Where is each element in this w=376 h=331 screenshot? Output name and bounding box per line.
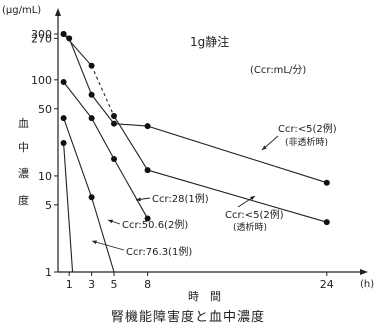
annotation-arrowhead <box>92 240 97 245</box>
series-line-segment <box>147 125 327 184</box>
annotation-nondialysis: Ccr:<5(2例) <box>278 122 337 135</box>
x-tick-label: 3 <box>88 278 95 291</box>
x-tick-label: 5 <box>111 278 118 291</box>
y-tick-label: 10 <box>38 170 52 183</box>
series-line-segment <box>91 197 115 273</box>
series-line-segment <box>91 94 115 124</box>
data-point <box>66 35 73 42</box>
chart-title: 1g静注 <box>190 34 229 49</box>
series-line-segment <box>147 169 327 223</box>
y-side-label-3: 濃 <box>18 166 29 180</box>
annotation-pointer <box>91 240 125 251</box>
annotation-arrowhead <box>108 219 113 224</box>
series-line-segment <box>63 142 74 273</box>
series-line-segment <box>113 115 149 171</box>
figure-caption: 腎機能障害度と血中濃度 <box>110 310 265 325</box>
data-point <box>111 156 117 163</box>
y-tick-label: 5 <box>45 199 52 212</box>
annotation-dialysis: Ccr:<5(2例) <box>225 208 284 221</box>
data-point <box>60 31 67 38</box>
data-point <box>88 62 95 69</box>
y-tick-label: 270 <box>31 32 52 45</box>
x-axis-label: 時 間 <box>188 290 221 303</box>
series-line-segment <box>63 81 93 119</box>
y-unit-label: (μg/mL) <box>2 5 41 16</box>
x-unit-label: (h) <box>360 279 374 290</box>
unit-note: (Ccr:mL/分) <box>250 64 306 76</box>
x-tick-label: 1 <box>66 278 73 291</box>
y-tick-label: 100 <box>31 74 52 87</box>
data-point <box>88 91 95 98</box>
y-side-label-4: 度 <box>18 193 29 207</box>
data-point <box>144 167 151 174</box>
annotation-arrowhead <box>250 196 255 201</box>
y-tick-label: 300 <box>31 28 52 41</box>
y-side-label-2: 中 <box>18 141 29 154</box>
y-side-label-1: 血 <box>18 116 29 130</box>
series-line-segment <box>68 38 93 95</box>
data-point <box>144 215 151 222</box>
series-line-segment <box>113 158 149 219</box>
annotation-ccr28: Ccr:28(1例) <box>152 192 209 205</box>
x-tick-label: 8 <box>144 278 151 291</box>
data-point <box>88 115 95 122</box>
data-point <box>323 219 330 226</box>
data-point <box>111 113 117 120</box>
data-point <box>60 140 67 147</box>
annotation-ccr76: Ccr:76.3(1例) <box>126 245 192 258</box>
series-line-segment <box>63 117 93 198</box>
y-tick-label: 50 <box>38 103 52 116</box>
data-point <box>144 123 151 130</box>
y-axis-arrow <box>55 8 61 16</box>
x-tick-label: 24 <box>320 278 334 291</box>
annotation-nondialysis-sub: (非透析時) <box>285 136 328 148</box>
data-point <box>111 120 117 127</box>
data-point <box>60 115 67 122</box>
data-point <box>60 78 67 85</box>
annotation-dialysis-sub: (透析時) <box>233 221 267 233</box>
series-line-segment <box>91 117 115 160</box>
y-tick-label: 1 <box>45 266 52 279</box>
data-point <box>88 194 95 201</box>
data-point <box>323 179 330 186</box>
annotation-arrowhead <box>136 197 141 202</box>
annotation-arrowhead <box>262 145 267 150</box>
x-axis-arrow <box>360 269 368 275</box>
annotation-ccr50: Ccr:50.6(2例) <box>122 218 188 231</box>
